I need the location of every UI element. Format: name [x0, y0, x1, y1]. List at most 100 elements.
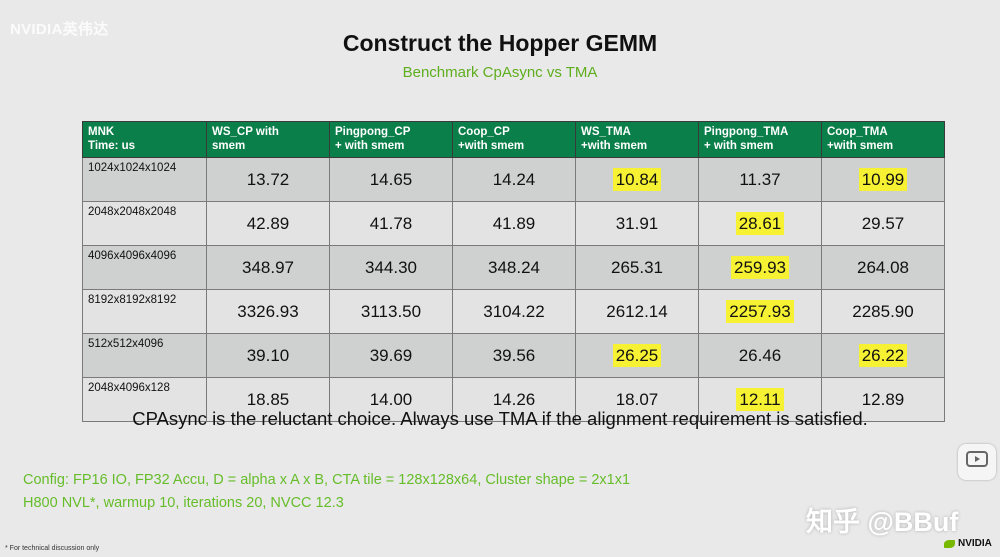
play-icon: [966, 450, 988, 475]
time-value: 26.46: [738, 345, 782, 365]
header-cell: WS_CP with smem: [206, 121, 330, 158]
value-cell: 12.11: [698, 377, 822, 422]
value-cell: 39.56: [452, 333, 576, 378]
time-value: 12.89: [861, 389, 905, 409]
value-cell: 2285.90: [821, 289, 945, 334]
play-button[interactable]: [958, 444, 996, 480]
header-cell: Pingpong_TMA + with smem: [698, 121, 822, 158]
header-line: Pingpong_CP: [335, 126, 411, 138]
value-cell: 28.61: [698, 201, 822, 246]
value-cell: 42.89: [206, 201, 330, 246]
time-value: 39.10: [246, 345, 290, 365]
best-time-value: 2257.93: [726, 299, 794, 323]
best-time-value: 26.25: [612, 343, 662, 367]
time-value: 18.07: [615, 389, 659, 409]
brand-logo-top: NVIDIA英伟达: [10, 21, 109, 38]
value-cell: 13.72: [206, 157, 330, 202]
value-cell: 3326.93: [206, 289, 330, 334]
time-value: 265.31: [611, 257, 663, 277]
footnote: * For technical discussion only: [5, 545, 100, 552]
value-cell: 264.08: [821, 245, 945, 290]
time-value: 344.30: [365, 257, 417, 277]
value-cell: 39.69: [329, 333, 453, 378]
header-cell: WS_TMA +with smem: [575, 121, 699, 158]
time-value: 41.89: [492, 213, 536, 233]
header-cell: Pingpong_CP + with smem: [329, 121, 453, 158]
value-cell: 31.91: [575, 201, 699, 246]
table-row: 512x512x4096 39.10 39.69 39.56 26.25 26.46 26.…: [82, 333, 945, 378]
header-line: WS_CP with: [212, 126, 279, 138]
value-cell: 2257.93: [698, 289, 822, 334]
value-cell: 26.25: [575, 333, 699, 378]
time-value: 14.26: [492, 389, 536, 409]
best-time-value: 28.61: [735, 211, 785, 235]
value-cell: 2612.14: [575, 289, 699, 334]
table-row: 2048x4096x128 18.85 14.00 14.26 18.07 12.11 12…: [82, 377, 945, 422]
best-time-value: 10.84: [612, 167, 662, 191]
mnk-cell: 512x512x4096: [82, 333, 207, 378]
header-line: WS_TMA: [581, 126, 631, 138]
header-line: +with smem: [458, 140, 525, 152]
header-line: +with smem: [581, 140, 648, 152]
time-value: 2612.14: [606, 301, 668, 321]
time-value: 42.89: [246, 213, 290, 233]
table-row: 2048x2048x2048 42.89 41.78 41.89 31.91 28.61 2…: [82, 201, 945, 246]
best-time-value: 12.11: [736, 387, 784, 411]
header-line: smem: [212, 140, 246, 152]
header-line: Pingpong_TMA: [704, 126, 789, 138]
table-row: 1024x1024x1024 13.72 14.65 14.24 10.84 11.37 1…: [82, 157, 945, 202]
time-value: 14.24: [492, 169, 536, 189]
header-line: Coop_TMA: [827, 126, 888, 138]
watermark: 知乎 @BBuf: [806, 507, 959, 537]
value-cell: 10.84: [575, 157, 699, 202]
value-cell: 14.26: [452, 377, 576, 422]
slide-subtitle: Benchmark CpAsync vs TMA: [402, 64, 598, 81]
value-cell: 344.30: [329, 245, 453, 290]
slide-title: Construct the Hopper GEMM: [342, 30, 658, 56]
mnk-cell: 1024x1024x1024: [82, 157, 207, 202]
mnk-cell: 4096x4096x4096: [82, 245, 207, 290]
config-line-2: H800 NVL*, warmup 10, iterations 20, NVC…: [23, 495, 344, 511]
value-cell: 39.10: [206, 333, 330, 378]
value-cell: 26.46: [698, 333, 822, 378]
benchmark-table: MNK Time: us WS_CP with smem Pingpong_CP + wi…: [82, 121, 945, 422]
time-value: 31.91: [615, 213, 659, 233]
conclusion-note: CPAsync is the reluctant choice. Always …: [132, 408, 868, 429]
value-cell: 14.00: [329, 377, 453, 422]
time-value: 2285.90: [852, 301, 914, 321]
value-cell: 3113.50: [329, 289, 453, 334]
best-time-value: 259.93: [731, 255, 789, 279]
table-body: 1024x1024x1024 13.72 14.65 14.24 10.84 11.37 1…: [82, 157, 945, 422]
time-value: 13.72: [246, 169, 290, 189]
table-header-row: MNK Time: us WS_CP with smem Pingpong_CP + wi…: [82, 121, 945, 158]
header-mnk: MNK Time: us: [82, 121, 207, 158]
value-cell: 29.57: [821, 201, 945, 246]
header-cell: Coop_TMA +with smem: [821, 121, 945, 158]
value-cell: 11.37: [698, 157, 822, 202]
time-value: 3104.22: [483, 301, 545, 321]
value-cell: 259.93: [698, 245, 822, 290]
value-cell: 41.89: [452, 201, 576, 246]
value-cell: 265.31: [575, 245, 699, 290]
header-line: Time: us: [88, 140, 136, 152]
time-value: 3326.93: [237, 301, 299, 321]
best-time-value: 26.22: [858, 343, 908, 367]
value-cell: 14.65: [329, 157, 453, 202]
value-cell: 348.24: [452, 245, 576, 290]
time-value: 41.78: [369, 213, 413, 233]
nvidia-logo-bottom: NVIDIA: [944, 538, 992, 549]
time-value: 11.37: [739, 169, 781, 189]
time-value: 18.85: [246, 389, 290, 409]
value-cell: 348.97: [206, 245, 330, 290]
header-line: Coop_CP: [458, 126, 510, 138]
config-line-1: Config: FP16 IO, FP32 Accu, D = alpha x …: [23, 472, 631, 488]
time-value: 14.65: [369, 169, 413, 189]
header-line: + with smem: [335, 140, 405, 152]
time-value: 29.57: [861, 213, 905, 233]
time-value: 39.69: [369, 345, 413, 365]
header-line: MNK: [88, 126, 115, 138]
table-row: 8192x8192x8192 3326.93 3113.50 3104.22 2612.…: [82, 289, 945, 334]
mnk-cell: 2048x2048x2048: [82, 201, 207, 246]
value-cell: 18.07: [575, 377, 699, 422]
mnk-cell: 8192x8192x8192: [82, 289, 207, 334]
